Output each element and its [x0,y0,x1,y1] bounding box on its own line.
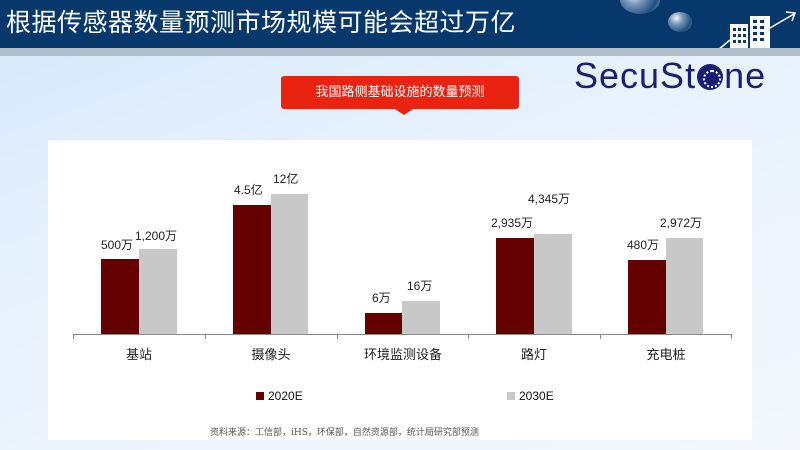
value-label: 500万 [101,238,134,252]
x-axis-line [73,334,731,335]
logo-text-end: ne [724,55,767,96]
legend-swatch-icon [256,392,264,400]
x-category-label: 路灯 [520,348,547,363]
x-axis-tick [73,334,74,339]
x-axis-tick [731,334,732,339]
legend-swatch-icon [507,392,515,400]
bar-2030e-streetlight [534,234,572,334]
bar-2020e-camera [233,205,271,334]
value-label: 2,972万 [660,216,703,230]
bubble-decoration-icon [620,0,660,14]
secustone-logo: SecuSt ne [574,52,766,100]
value-label: 16万 [407,279,433,293]
banner-pointer-icon [395,109,413,115]
bubble-decoration-icon [668,12,692,32]
value-label: 480万 [627,238,660,252]
bar-2030e-env-monitor [402,301,440,334]
chart-title: 我国路侧基础设施的数量预测 [315,85,485,100]
x-axis-tick [205,334,206,339]
x-axis-tick [468,334,469,339]
bar-2030e-base-station [139,249,177,334]
chart-title-banner: 我国路侧基础设施的数量预测 [281,76,519,109]
legend-label: 2030E [519,389,554,403]
logo-text-start: SecuSt [574,55,697,96]
bar-2020e-base-station [101,259,139,334]
title-bar: 根据传感器数量预测市场规模可能会超过万亿 [0,0,800,52]
x-category-label: 基站 [125,348,152,363]
value-label: 6万 [372,291,391,305]
bar-2020e-env-monitor [365,313,402,334]
logo-gear-icon [697,64,724,90]
page-title: 根据传感器数量预测市场规模可能会超过万亿 [6,8,517,37]
value-label: 4.5亿 [234,183,263,197]
value-label: 4,345万 [528,192,571,206]
value-label: 12亿 [273,172,299,186]
city-growth-icon [717,11,797,52]
bar-2020e-charging-pile [628,260,666,334]
x-category-label: 摄像头 [251,348,291,363]
source-note: 资料来源：工信部，iHS，环保部，自然资源部，统计局研究部预测 [210,428,479,438]
legend-label: 2020E [268,389,303,403]
bar-2030e-charging-pile [666,238,703,334]
legend-item-2030e: 2030E [507,389,554,403]
bar-2020e-streetlight [496,238,534,334]
x-category-label: 环境监测设备 [363,348,442,363]
x-axis-tick [337,334,338,339]
value-label: 2,935万 [491,216,534,230]
x-category-label: 充电桩 [646,348,686,363]
value-label: 1,200万 [135,229,178,243]
x-axis-tick [600,334,601,339]
legend-item-2020e: 2020E [256,389,303,403]
bar-2030e-camera [271,194,308,334]
title-divider [0,48,800,56]
